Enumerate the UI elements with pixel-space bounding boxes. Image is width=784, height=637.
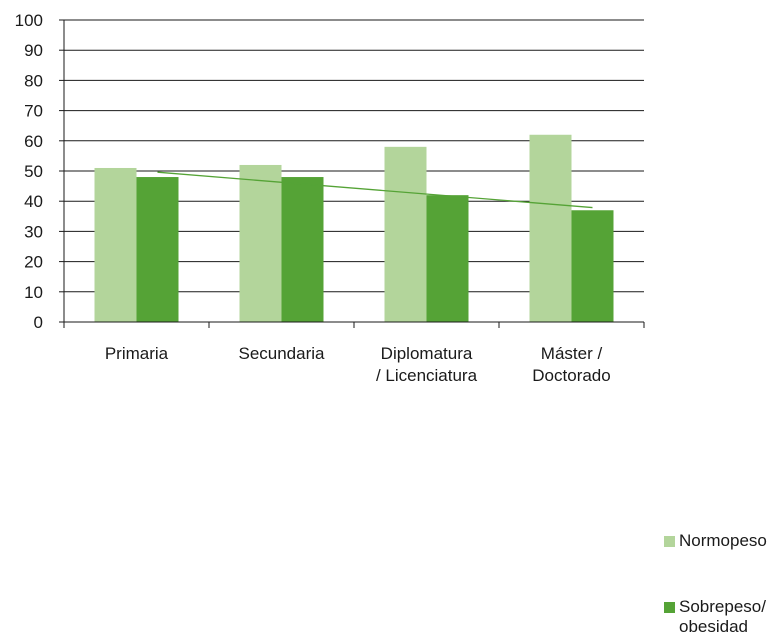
y-tick-label: 60 [24,132,43,151]
bar [94,167,137,322]
bar [281,177,324,322]
y-tick-label: 90 [24,41,43,60]
bar [529,134,572,322]
bar-chart: 0 10 20 30 40 50 60 70 80 90 100 Primaria Secundaria… [15,11,645,385]
y-tick-label: 10 [24,283,43,302]
axes: 0 10 20 30 40 50 60 70 80 90 100 Primaria Secundaria… [15,11,645,385]
x-tick-label-line: / Licenciatura [376,366,478,383]
legend-swatch-normopeso [664,536,675,547]
y-tick-label: 100 [15,11,43,30]
chart: 0 10 20 30 40 50 60 70 80 90 100 Primaria Secundaria… [15,11,767,636]
trendline [157,171,593,209]
x-tick-label: Diplomatura / Licenciatura [376,344,478,383]
legend-item-sobrepeso: Sobrepeso/ obesidad [664,597,766,637]
legend-label-sobrepeso: Sobrepeso/ obesidad [679,597,766,637]
y-tick-label: 40 [24,192,43,211]
legend-label-sobrepeso-line-1: Sobrepeso/ [679,597,766,616]
legend-item-normopeso: Normopeso [664,531,767,551]
y-tick-label: 20 [24,253,43,272]
x-tick-label: Máster / Doctorado [532,344,610,383]
x-tick-label-line: Secundaria [238,344,325,363]
bars [94,134,614,322]
x-tick-label: Secundaria [238,344,325,363]
bar [136,177,179,322]
y-tick-label: 80 [24,71,43,90]
x-tick-label-line: Diplomatura [381,344,473,363]
bar [571,210,614,322]
bar [426,195,469,322]
y-tick-label: 30 [24,222,43,241]
x-tick-label-line: Máster / [541,344,603,363]
bar [384,146,427,322]
x-tick-label-line: Primaria [105,344,169,363]
y-tick-label: 0 [34,313,43,332]
bar [239,164,282,322]
y-tick-label: 50 [24,162,43,181]
x-tick-label: Primaria [105,344,169,363]
y-tick-label: 70 [24,102,43,121]
trendline-line [157,171,593,209]
x-tick-label-line: Doctorado [532,366,610,383]
legend-label-sobrepeso-line-2: obesidad [679,617,749,636]
legend-swatch-sobrepeso [664,602,675,613]
legend-label-normopeso: Normopeso [679,531,767,550]
